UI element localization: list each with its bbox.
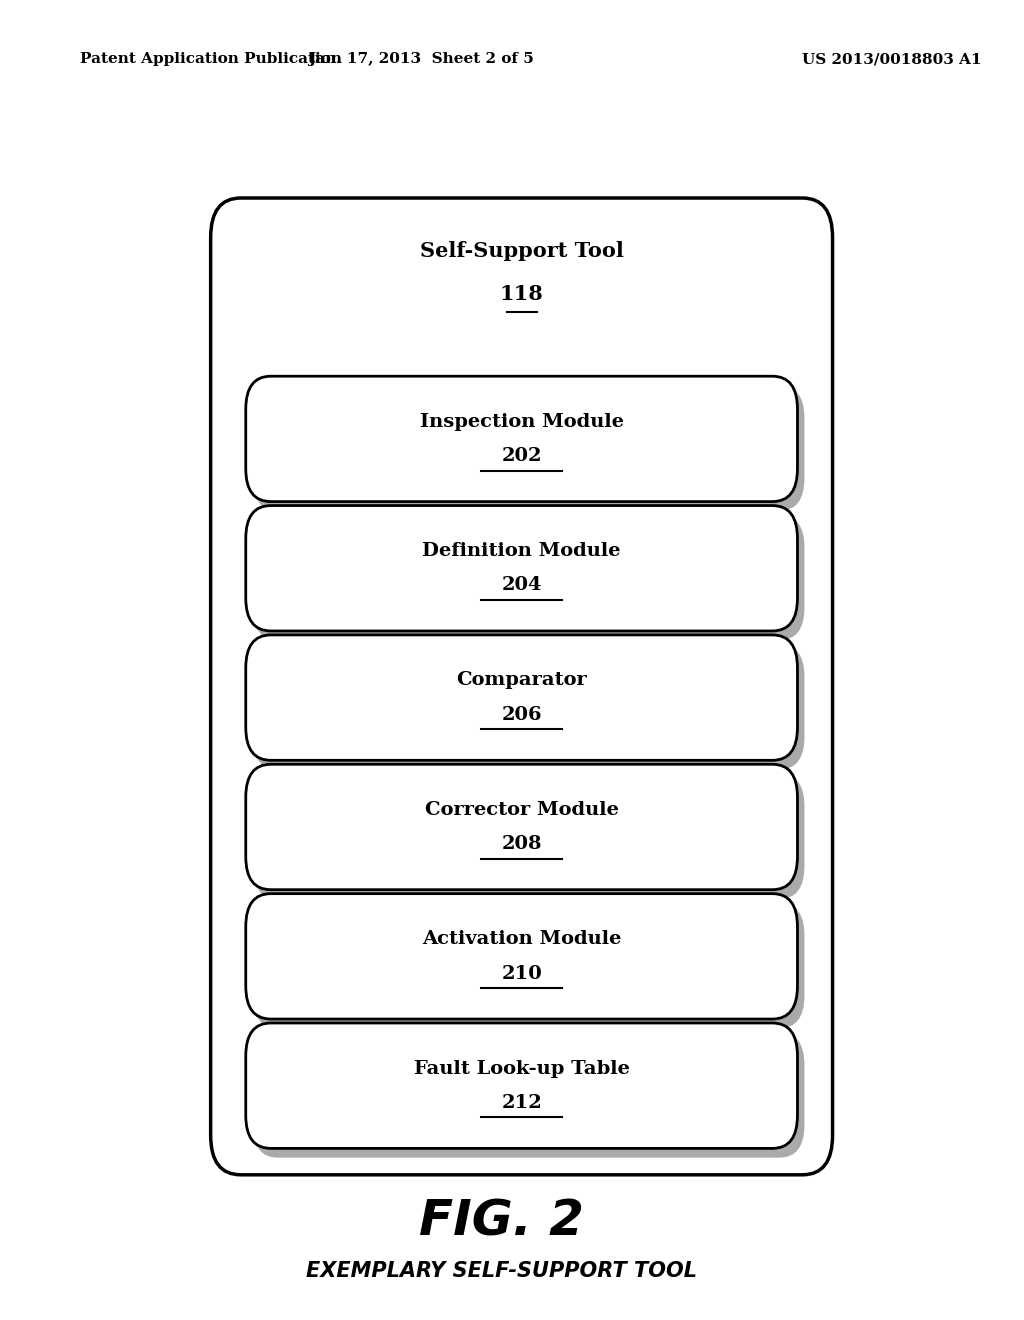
FancyBboxPatch shape: [246, 635, 798, 760]
Text: Fault Look-up Table: Fault Look-up Table: [414, 1060, 630, 1077]
FancyBboxPatch shape: [246, 506, 798, 631]
Text: Comparator: Comparator: [457, 672, 587, 689]
Text: Definition Module: Definition Module: [422, 543, 621, 560]
Text: EXEMPLARY SELF-SUPPORT TOOL: EXEMPLARY SELF-SUPPORT TOOL: [306, 1261, 697, 1282]
FancyBboxPatch shape: [246, 764, 798, 890]
Text: 208: 208: [502, 836, 542, 853]
FancyBboxPatch shape: [246, 1023, 798, 1148]
FancyBboxPatch shape: [253, 385, 805, 511]
Text: Jan. 17, 2013  Sheet 2 of 5: Jan. 17, 2013 Sheet 2 of 5: [308, 53, 535, 66]
Text: 210: 210: [501, 965, 542, 982]
FancyBboxPatch shape: [253, 774, 805, 899]
Text: 204: 204: [502, 577, 542, 594]
Text: 212: 212: [501, 1094, 542, 1111]
FancyBboxPatch shape: [246, 376, 798, 502]
FancyBboxPatch shape: [211, 198, 833, 1175]
Text: 206: 206: [502, 706, 542, 723]
FancyBboxPatch shape: [253, 644, 805, 770]
FancyBboxPatch shape: [253, 1032, 805, 1158]
Text: Corrector Module: Corrector Module: [425, 801, 618, 818]
Text: Self-Support Tool: Self-Support Tool: [420, 240, 624, 261]
Text: US 2013/0018803 A1: US 2013/0018803 A1: [803, 53, 982, 66]
FancyBboxPatch shape: [253, 903, 805, 1028]
Text: 118: 118: [500, 284, 544, 305]
Text: FIG. 2: FIG. 2: [419, 1197, 584, 1245]
FancyBboxPatch shape: [253, 515, 805, 640]
Text: Inspection Module: Inspection Module: [420, 413, 624, 430]
Text: 202: 202: [502, 447, 542, 465]
FancyBboxPatch shape: [246, 894, 798, 1019]
Text: Activation Module: Activation Module: [422, 931, 622, 948]
Text: Patent Application Publication: Patent Application Publication: [80, 53, 342, 66]
